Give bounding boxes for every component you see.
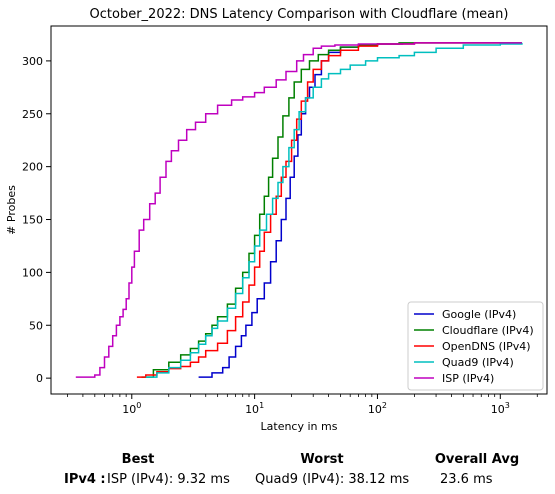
worst-header: Worst: [300, 452, 344, 467]
legend: Google (IPv4) Cloudflare (IPv4) OpenDNS (I…: [407, 301, 544, 391]
y-tick-label: 150: [22, 214, 43, 227]
legend-label-opendns-ipv4: OpenDNS (IPv4): [442, 340, 531, 353]
ipv4-row-label: IPv4 :: [64, 472, 106, 487]
x-axis-label: Latency in ms: [261, 420, 338, 433]
overall-avg-value: 23.6 ms: [440, 472, 493, 487]
y-tick-label: 250: [22, 108, 43, 121]
legend-box: [407, 301, 544, 391]
x-tick-label: 103: [491, 401, 510, 416]
y-axis-label: # Probes: [5, 185, 18, 235]
chart-title: October_2022: DNS Latency Comparison wit…: [90, 7, 509, 22]
best-value: ISP (IPv4): 9.32 ms: [107, 472, 230, 487]
best-header: Best: [121, 452, 155, 467]
x-tick-label: 101: [245, 401, 264, 416]
stats-table: Best Worst Overall Avg IPv4 : ISP (IPv4)…: [0, 448, 555, 494]
legend-label-cloudflare-ipv4: Cloudflare (IPv4): [442, 324, 534, 337]
y-tick-label: 50: [29, 319, 43, 332]
overall-avg-header: Overall Avg: [434, 452, 520, 467]
series-line-cloudflare-ipv4: [141, 42, 522, 378]
legend-label-google-ipv4: Google (IPv4): [442, 308, 516, 321]
chart: October_2022: DNS Latency Comparison wit…: [5, 7, 548, 433]
worst-value: Quad9 (IPv4): 38.12 ms: [255, 472, 410, 487]
series-line-isp-ipv4: [75, 42, 522, 378]
plot-frame: [50, 25, 548, 395]
series-line-google-ipv4: [198, 42, 404, 378]
legend-label-isp-ipv4: ISP (IPv4): [442, 372, 494, 385]
y-tick-label: 200: [22, 161, 43, 174]
y-tick-label: 0: [36, 372, 43, 385]
y-tick-label: 300: [22, 55, 43, 68]
y-tick-label: 100: [22, 266, 43, 279]
x-tick-label: 100: [122, 401, 141, 416]
x-tick-label: 102: [368, 401, 387, 416]
series-line-quad9-ipv4: [145, 42, 523, 378]
legend-label-quad9-ipv4: Quad9 (IPv4): [442, 356, 514, 369]
series-line-opendns-ipv4: [136, 42, 501, 378]
